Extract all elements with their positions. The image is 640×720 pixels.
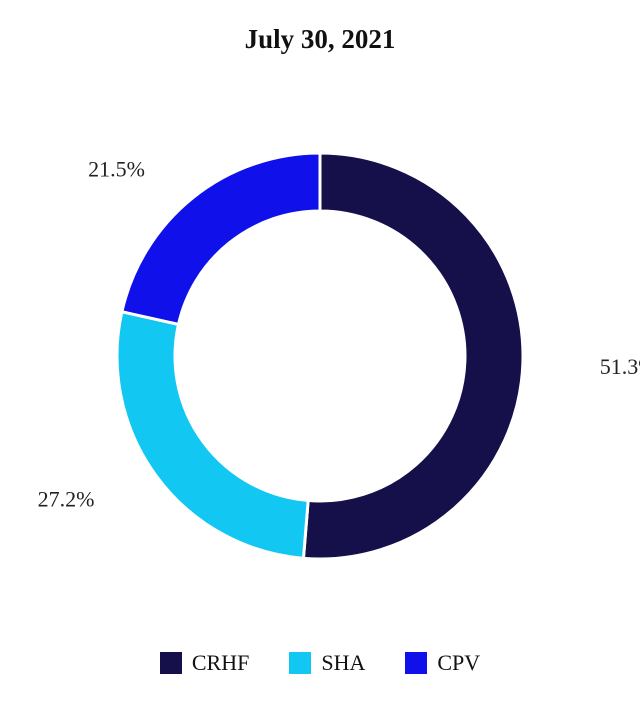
chart-title: July 30, 2021 <box>244 24 396 54</box>
legend-item-cpv: CPV <box>405 648 480 678</box>
slice-label-crhf: 51.3% <box>600 354 640 379</box>
legend-item-crhf: CRHF <box>159 648 250 678</box>
legend-item-sha: SHA <box>289 648 365 678</box>
slice-crhf <box>301 151 525 561</box>
slice-label-cpv: 21.5% <box>88 157 145 182</box>
legend-label-crhf: CRHF <box>191 650 250 675</box>
slice-cpv <box>120 151 322 327</box>
legend-swatch-sha <box>289 652 312 674</box>
legend-swatch-crhf <box>159 652 182 674</box>
slice-sha <box>115 309 310 560</box>
legend-swatch-cpv <box>405 652 428 674</box>
legend-label-sha: SHA <box>321 650 366 675</box>
legend: CRHF SHA CPV <box>0 648 640 678</box>
slice-label-sha: 27.2% <box>38 486 95 511</box>
legend-label-cpv: CPV <box>437 650 481 675</box>
